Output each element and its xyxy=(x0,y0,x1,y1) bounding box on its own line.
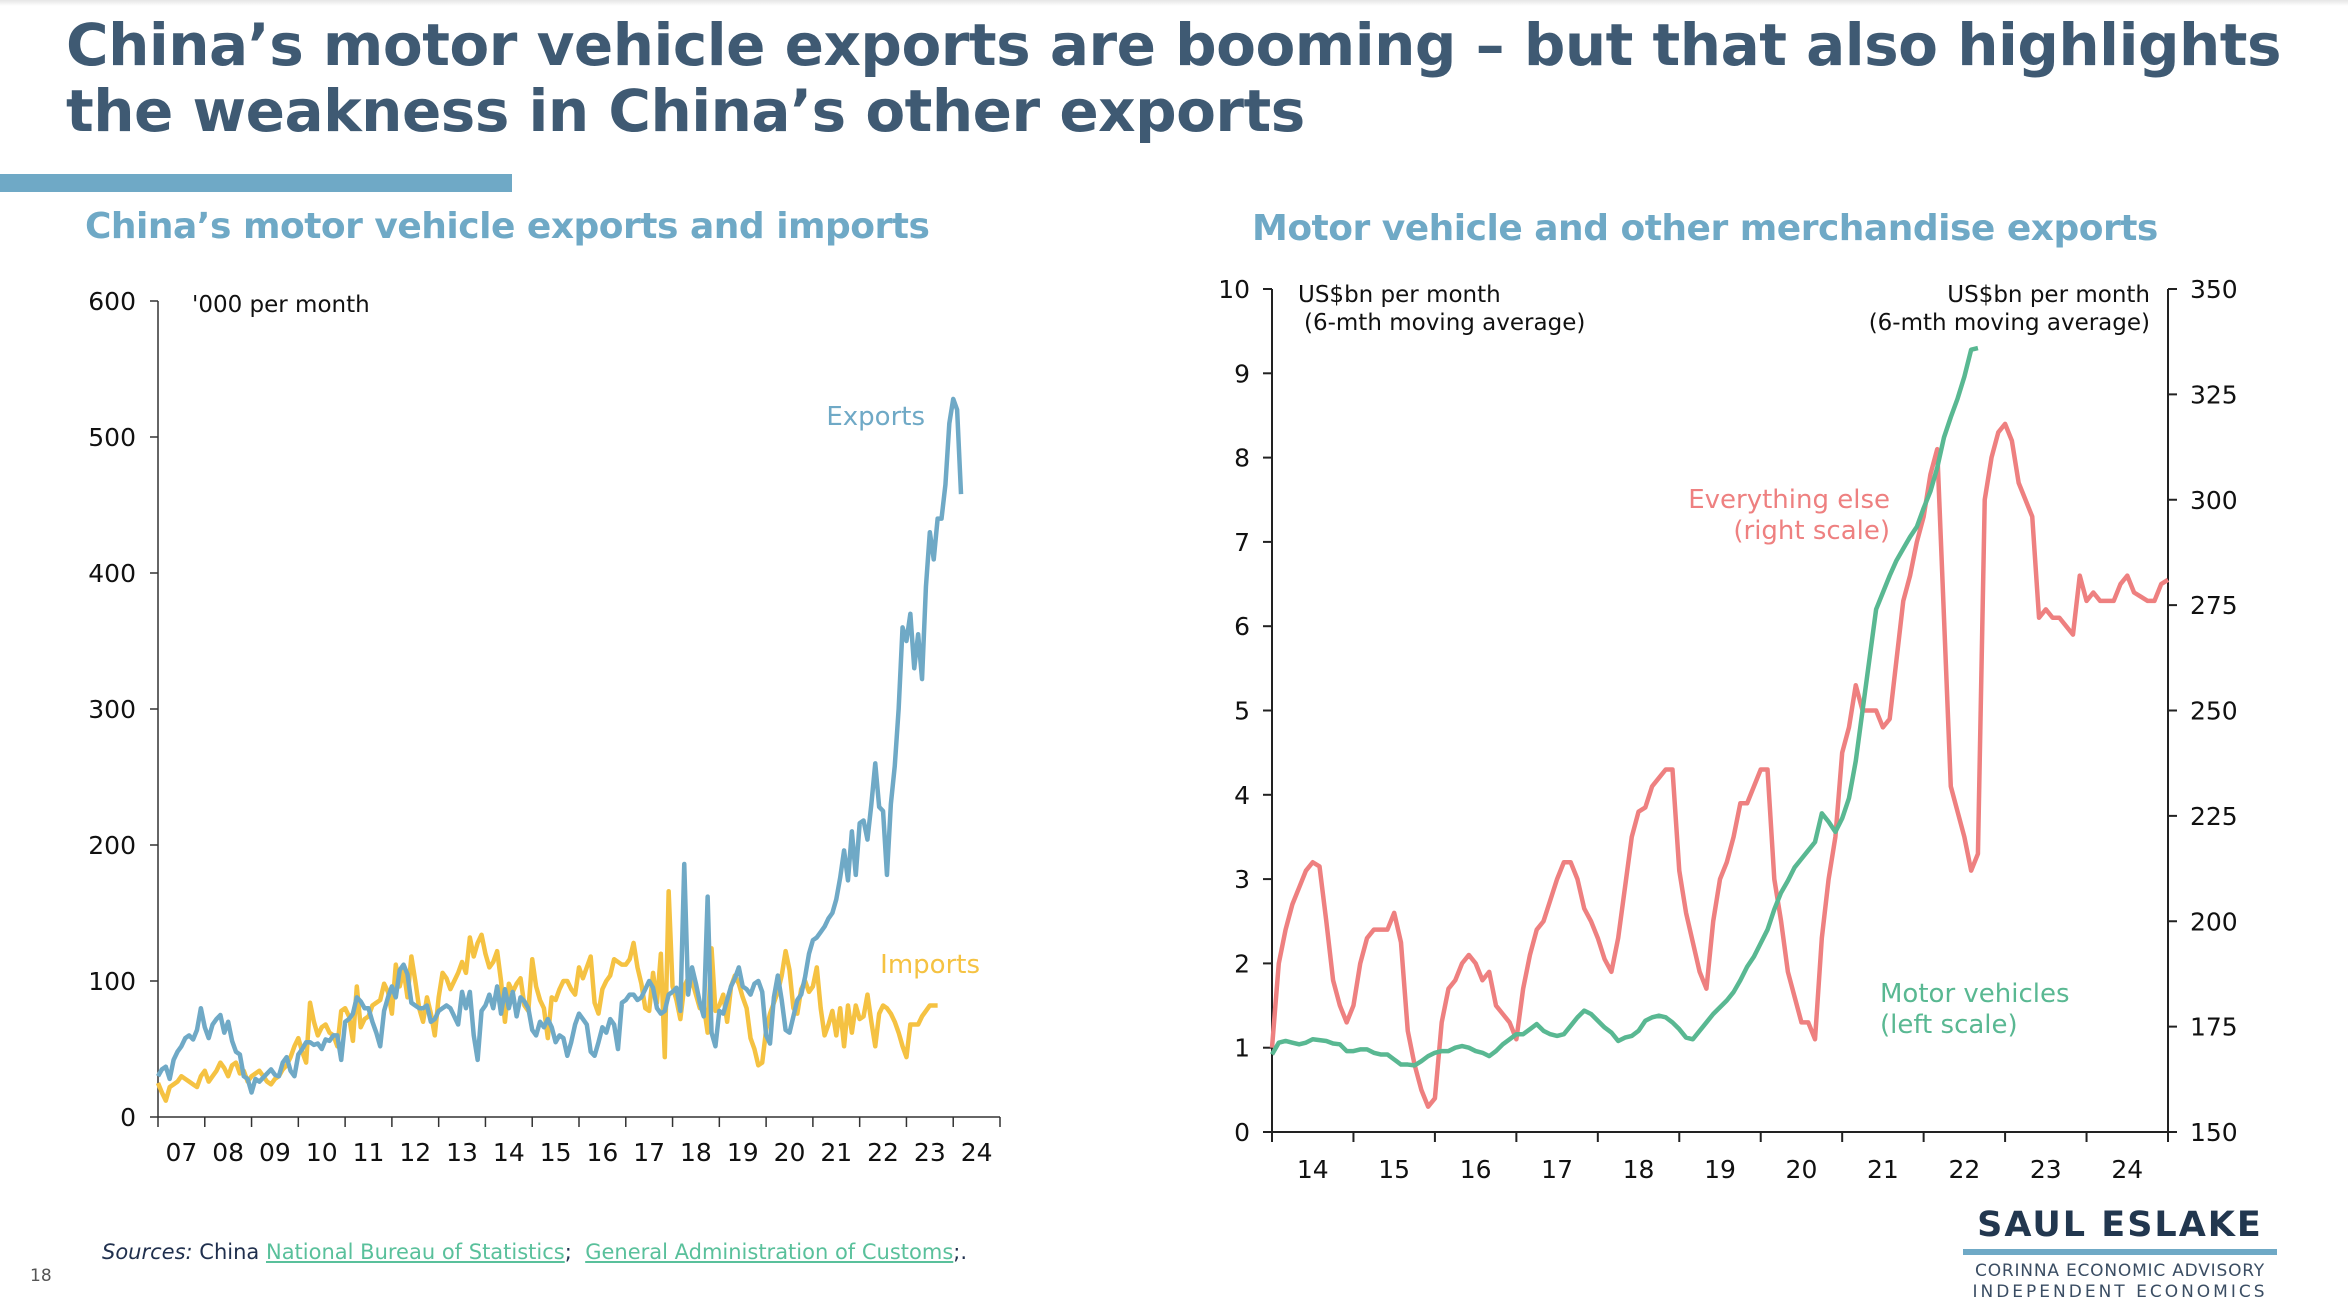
motor-vehicles-label-line1: Motor vehicles xyxy=(1880,979,2070,1009)
motor-vehicles-label-line2: (left scale) xyxy=(1880,1010,2018,1040)
right-unit-label-line2: (6-mth moving average) xyxy=(1869,310,2150,336)
x-tick-label: 15 xyxy=(1378,1155,1410,1184)
x-tick-label: 15 xyxy=(540,1138,572,1167)
imports-label: Imports xyxy=(880,950,980,980)
right-unit-label-line1: US$bn per month xyxy=(1947,282,2150,308)
everything-else-label-line2: (right scale) xyxy=(1733,516,1890,546)
right-y-tick-label: 225 xyxy=(2190,802,2238,831)
x-tick-label: 12 xyxy=(399,1138,431,1167)
right-y-tick-label: 150 xyxy=(2190,1118,2238,1147)
right-chart-title: Motor vehicle and other merchandise expo… xyxy=(1252,208,2158,249)
sources-separator: ; xyxy=(564,1240,572,1264)
top-shade xyxy=(0,0,2348,6)
page-number: 18 xyxy=(30,1266,52,1286)
sources-footnote: Sources: China National Bureau of Statis… xyxy=(102,1240,967,1264)
left-y-tick-label: 6 xyxy=(1234,612,1250,641)
right-y-tick-label: 250 xyxy=(2190,697,2238,726)
x-tick-label: 17 xyxy=(633,1138,665,1167)
accent-bar xyxy=(0,174,512,192)
x-tick-label: 14 xyxy=(493,1138,525,1167)
x-tick-label: 16 xyxy=(586,1138,618,1167)
exports-label: Exports xyxy=(826,402,925,432)
x-tick-label: 17 xyxy=(1541,1155,1573,1184)
x-tick-label: 24 xyxy=(2111,1155,2143,1184)
x-tick-label: 20 xyxy=(774,1138,806,1167)
y-tick-label: 100 xyxy=(88,967,136,996)
x-tick-label: 19 xyxy=(727,1138,759,1167)
left-y-tick-label: 8 xyxy=(1234,444,1250,473)
left-y-tick-label: 9 xyxy=(1234,359,1250,388)
sources-suffix: ;. xyxy=(953,1240,968,1264)
x-tick-label: 23 xyxy=(2030,1155,2062,1184)
x-tick-label: 19 xyxy=(1704,1155,1736,1184)
y-tick-label: 500 xyxy=(88,423,136,452)
left-y-tick-label: 10 xyxy=(1218,275,1250,304)
x-tick-label: 08 xyxy=(212,1138,244,1167)
left-unit-label-line1: US$bn per month xyxy=(1298,282,1501,308)
x-tick-label: 22 xyxy=(1948,1155,1980,1184)
left-y-tick-label: 3 xyxy=(1234,865,1250,894)
right-y-tick-label: 325 xyxy=(2190,380,2238,409)
saul-eslake-logo: SAUL ESLAKE CORINNA ECONOMIC ADVISORY IN… xyxy=(1960,1205,2280,1303)
x-tick-label: 21 xyxy=(1867,1155,1899,1184)
x-tick-label: 18 xyxy=(680,1138,712,1167)
x-tick-label: 07 xyxy=(165,1138,197,1167)
y-tick-label: 600 xyxy=(88,287,136,316)
x-tick-label: 09 xyxy=(259,1138,291,1167)
x-tick-label: 11 xyxy=(353,1138,385,1167)
right-y-tick-label: 350 xyxy=(2190,275,2238,304)
x-tick-label: 14 xyxy=(1297,1155,1329,1184)
right-y-tick-label: 175 xyxy=(2190,1013,2238,1042)
y-tick-label: 0 xyxy=(120,1103,136,1132)
x-tick-label: 23 xyxy=(914,1138,946,1167)
x-tick-label: 20 xyxy=(1786,1155,1818,1184)
slide-title: China’s motor vehicle exports are boomin… xyxy=(66,11,2282,145)
y-tick-label: 400 xyxy=(88,559,136,588)
x-tick-label: 21 xyxy=(820,1138,852,1167)
y-tick-label: 200 xyxy=(88,831,136,860)
x-tick-label: 24 xyxy=(961,1138,993,1167)
left-y-tick-label: 1 xyxy=(1234,1034,1250,1063)
left-y-tick-label: 0 xyxy=(1234,1118,1250,1147)
x-tick-label: 18 xyxy=(1623,1155,1655,1184)
sources-prefix: Sources: xyxy=(102,1240,193,1264)
left-y-tick-label: 2 xyxy=(1234,949,1250,978)
right-y-tick-label: 300 xyxy=(2190,486,2238,515)
right-y-tick-label: 275 xyxy=(2190,591,2238,620)
logo-name: SAUL ESLAKE xyxy=(1977,1205,2263,1245)
left-y-tick-label: 5 xyxy=(1234,697,1250,726)
nbs-link[interactable]: National Bureau of Statistics xyxy=(265,1240,565,1264)
y-unit-label: '000 per month xyxy=(192,292,370,318)
logo-line-1: CORINNA ECONOMIC ADVISORY xyxy=(1975,1261,2265,1281)
x-tick-label: 13 xyxy=(446,1138,478,1167)
customs-link[interactable]: General Administration of Customs xyxy=(585,1240,954,1264)
left-unit-label-line2: (6-mth moving average) xyxy=(1304,310,1585,336)
right-y-tick-label: 200 xyxy=(2190,907,2238,936)
left-y-tick-label: 4 xyxy=(1234,781,1250,810)
x-tick-label: 10 xyxy=(306,1138,338,1167)
left-chart: 0 100 200 300 400 500 600 07 08 09 10 11 12 13 14 15 16 1… xyxy=(88,287,1001,1167)
logo-rule xyxy=(1963,1249,2277,1255)
everything-else-label-line1: Everything else xyxy=(1688,485,1890,515)
series-line-everything-else xyxy=(1269,421,2170,1109)
y-tick-label: 300 xyxy=(88,695,136,724)
x-tick-label: 16 xyxy=(1460,1155,1492,1184)
sources-country: China xyxy=(199,1240,260,1264)
x-tick-label: 22 xyxy=(867,1138,899,1167)
left-chart-title: China’s motor vehicle exports and import… xyxy=(85,206,930,247)
logo-line-2: INDEPENDENT ECONOMICS xyxy=(1972,1282,2268,1302)
left-y-tick-label: 7 xyxy=(1234,528,1250,557)
series-line-exports xyxy=(156,396,964,1095)
series-line-motor-vehicles xyxy=(1270,345,1979,1068)
